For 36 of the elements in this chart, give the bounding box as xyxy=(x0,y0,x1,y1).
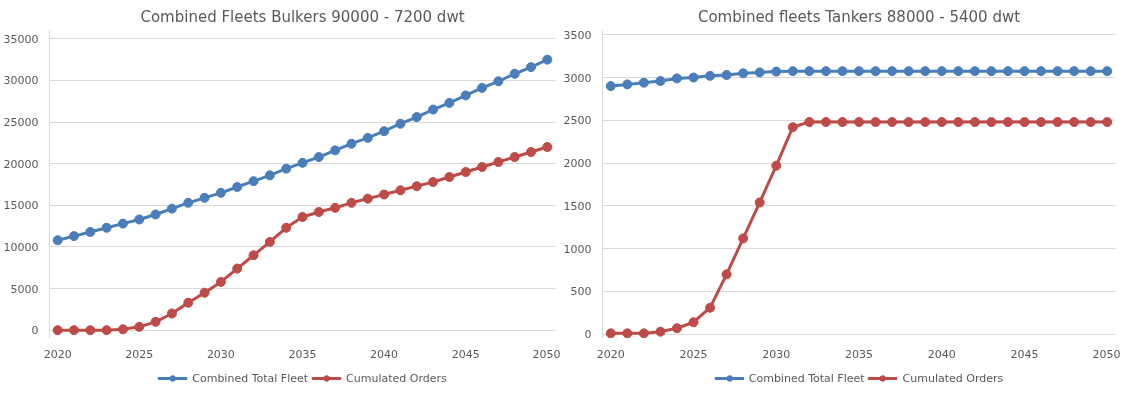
y-tick-label: 3500 xyxy=(563,28,592,42)
legend-label: Cumulated Orders xyxy=(346,371,447,385)
y-tick-label: 0 xyxy=(31,324,39,338)
y-tick-label: 30000 xyxy=(3,74,39,88)
x-tick-label: 2020 xyxy=(43,347,72,361)
y-tick-label: 3000 xyxy=(563,71,592,85)
x-tick-label: 2020 xyxy=(596,347,625,361)
y-tick-label: 35000 xyxy=(3,32,39,46)
x-tick-label: 2035 xyxy=(845,347,873,361)
x-tick-label: 2045 xyxy=(451,347,480,361)
y-tick-label: 2500 xyxy=(563,114,592,128)
y-tick-label: 15000 xyxy=(3,199,39,213)
y-tick-label: 500 xyxy=(570,285,592,299)
legend-label: Combined Total Fleet xyxy=(192,371,309,385)
y-tick-label: 5000 xyxy=(10,282,39,296)
x-tick-label: 2025 xyxy=(679,347,708,361)
x-tick-label: 2030 xyxy=(206,347,235,361)
y-tick-label: 10000 xyxy=(3,240,39,254)
y-tick-label: 20000 xyxy=(3,157,39,171)
x-tick-label: 2035 xyxy=(288,347,317,361)
x-tick-label: 2045 xyxy=(1010,347,1039,361)
x-tick-label: 2050 xyxy=(532,347,561,361)
legend-label: Combined Total Fleet xyxy=(748,371,865,385)
x-tick-label: 2050 xyxy=(1092,347,1121,361)
y-tick-label: 0 xyxy=(584,328,592,342)
y-tick-label: 1500 xyxy=(563,199,592,213)
x-tick-label: 2025 xyxy=(125,347,154,361)
x-tick-label: 2040 xyxy=(370,347,399,361)
y-tick-label: 2000 xyxy=(563,157,592,171)
chart-title: Combined Fleets Bulkers 90000 - 7200 dwt xyxy=(140,7,465,26)
x-tick-label: 2030 xyxy=(762,347,791,361)
x-tick-label: 2040 xyxy=(927,347,956,361)
y-tick-label: 25000 xyxy=(3,116,39,130)
legend-label: Cumulated Orders xyxy=(902,371,1004,385)
chart-title: Combined fleets Tankers 88000 - 5400 dwt xyxy=(697,7,1021,26)
y-tick-label: 1000 xyxy=(563,242,592,256)
